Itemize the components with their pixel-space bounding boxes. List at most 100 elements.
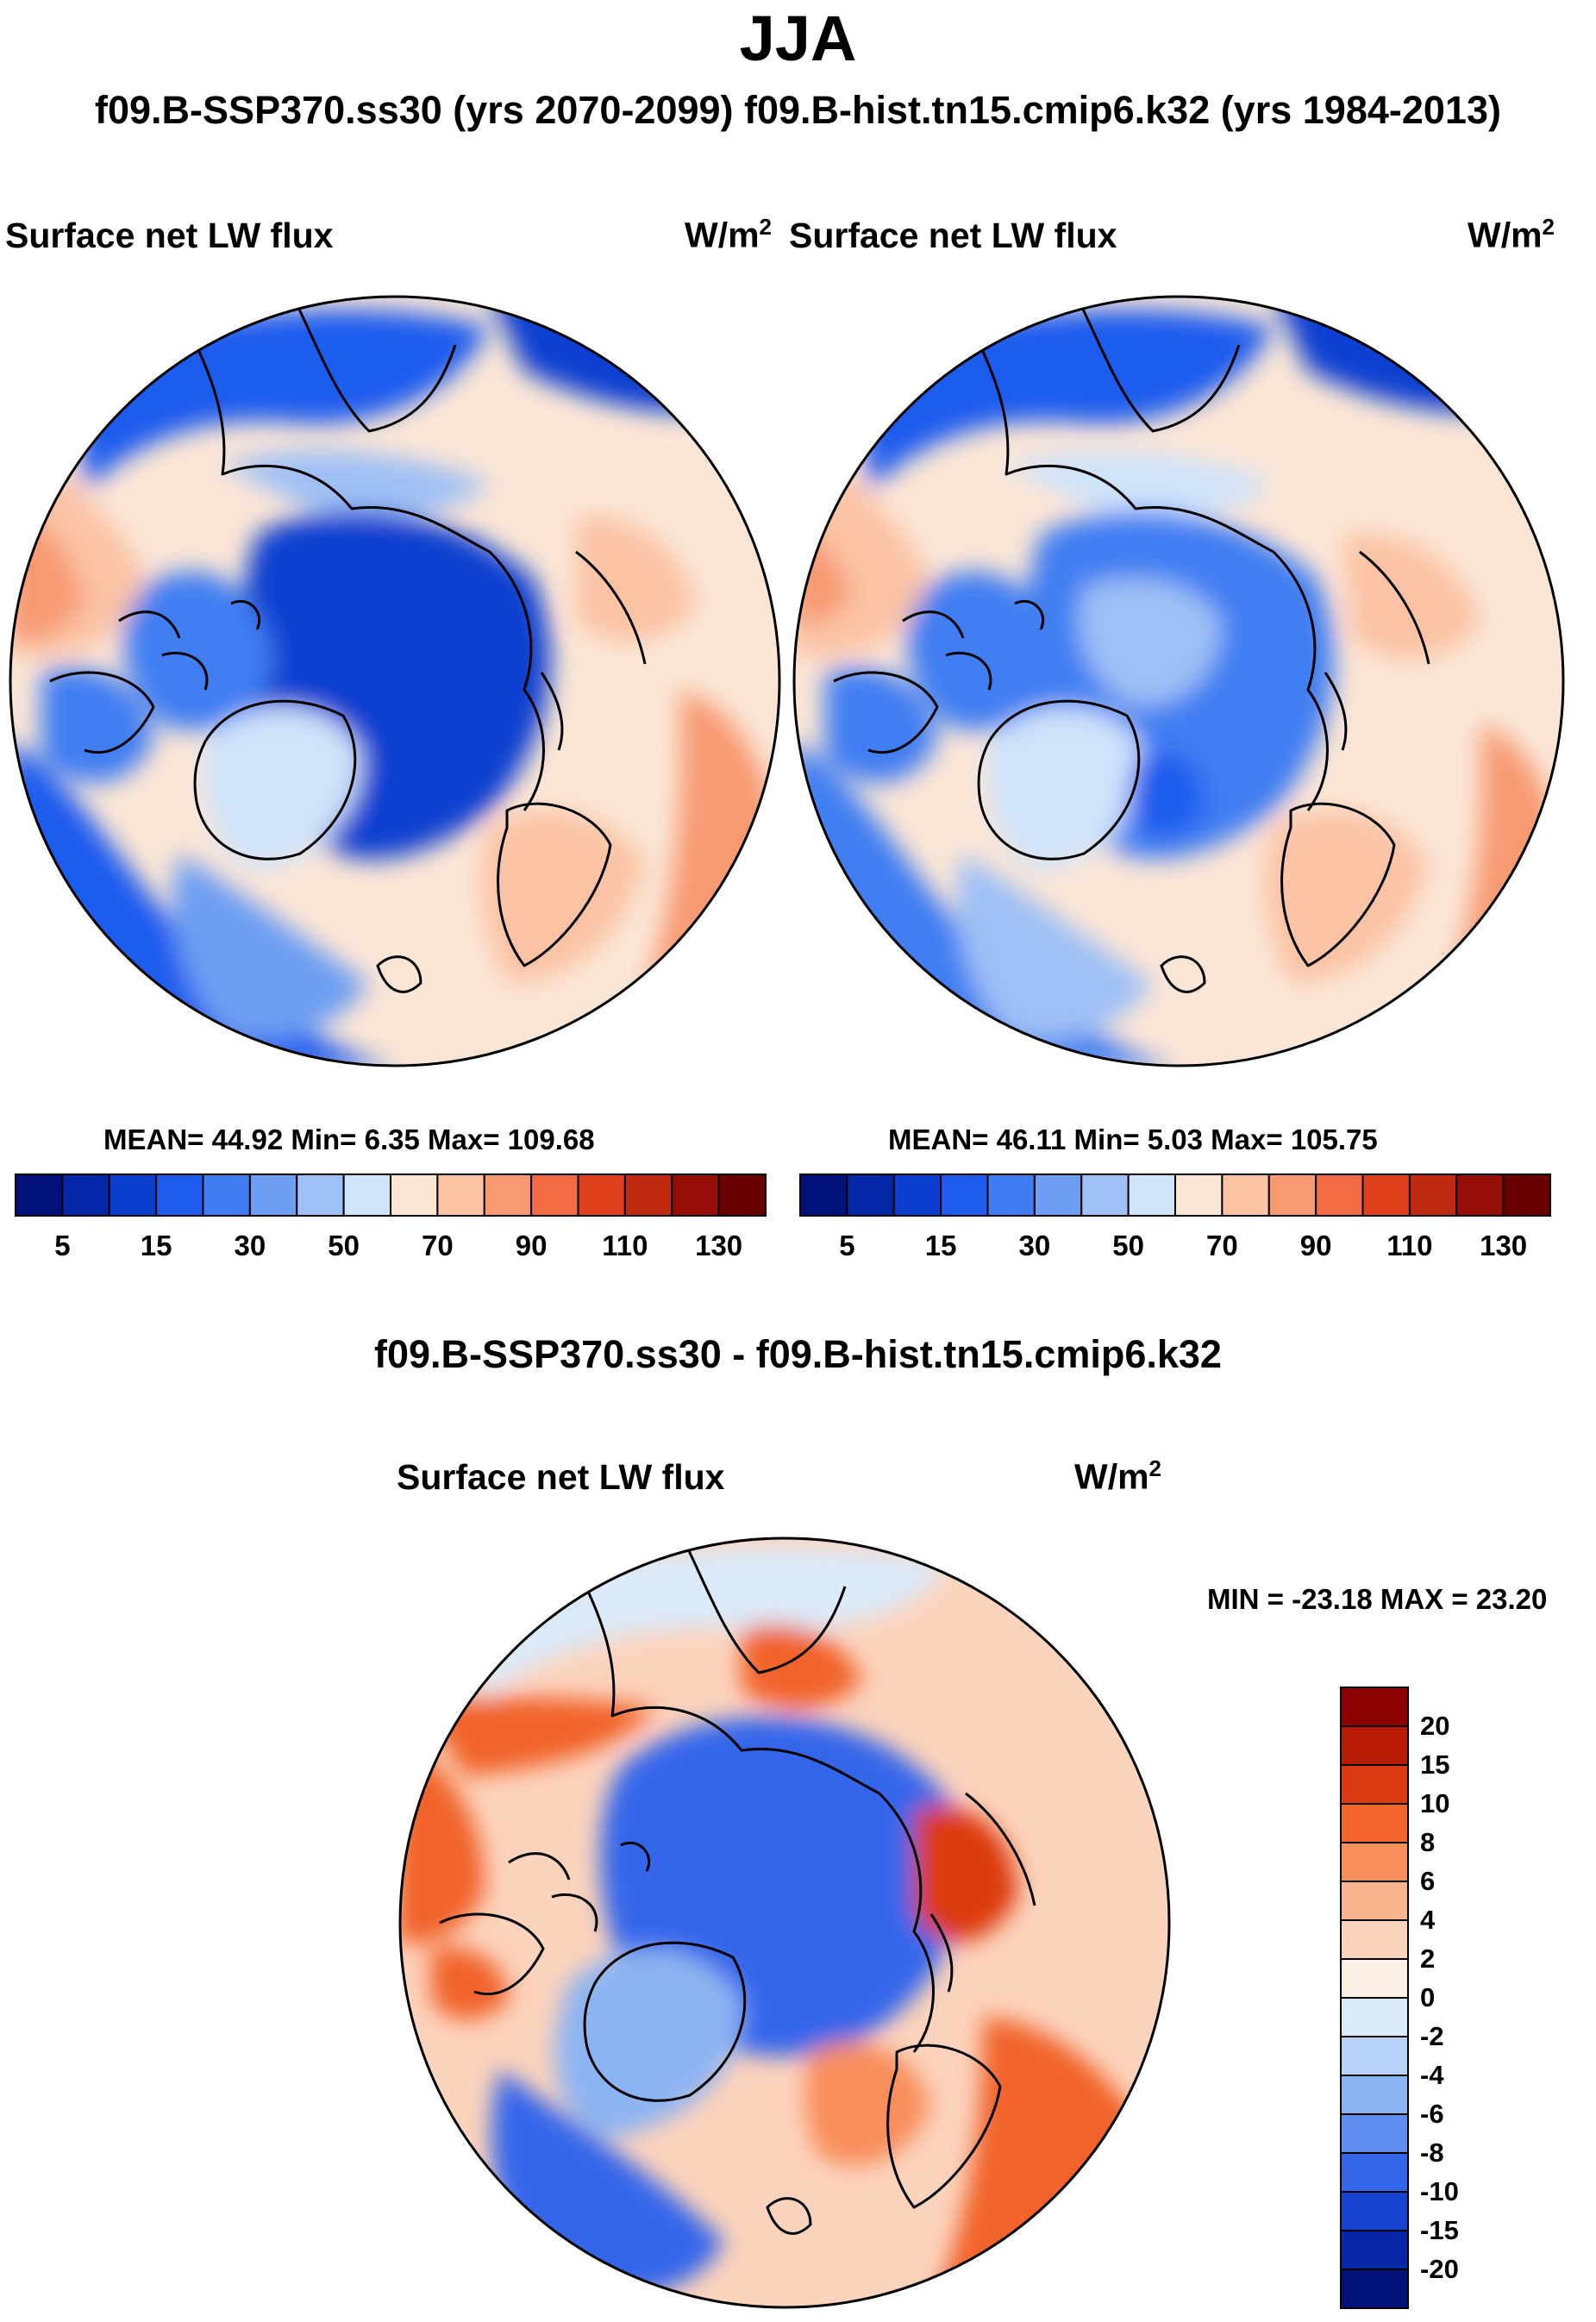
colorbar-difference [1340,1687,1409,2309]
colorbar-tick-label: 30 [1018,1230,1051,1261]
colorbar-tick-label: -15 [1420,2215,1459,2245]
colorbar-tick-label: 90 [515,1230,548,1261]
map2-border [792,295,1565,1067]
colorbar-swatch [846,1174,895,1217]
colorbar-tick-label: 50 [328,1230,360,1261]
colorbar-swatch [483,1174,533,1217]
colorbar-swatch [940,1174,989,1217]
colorbar-swatch [799,1174,848,1217]
colorbar-swatch [202,1174,251,1217]
colorbar-swatch [248,1174,298,1217]
map3-coastlines [439,1538,1036,2235]
colorbar-swatch [15,1174,64,1217]
panel1-title: Surface net LW flux [5,216,334,255]
colorbar-swatch [1340,2113,1409,2154]
colorbar-tick-label: 130 [1480,1230,1528,1261]
colorbar-swatch [108,1174,158,1217]
colorbar-tick-label: 110 [602,1230,648,1261]
map2-field-barents [1127,752,1205,836]
map3-field-scandinavia [804,2042,931,2166]
map-difference [398,1537,1171,2309]
map2-field-siberia-warm [1343,533,1480,660]
figure-subtitle: f09.B-SSP370.ss30 (yrs 2070-2099) f09.B-… [95,88,1501,132]
colorbar-tick-label: 30 [234,1230,266,1261]
colorbar-tick-label: 4 [1420,1905,1436,1935]
colorbar-tick-label: 6 [1420,1866,1436,1896]
colorbar-tick-label: 15 [140,1230,172,1261]
map3-field-north-america-warm [431,1947,509,2020]
colorbar-tick-label: -6 [1420,2099,1444,2129]
map2-field-canada-archipelago [907,571,1058,731]
colorbar-swatch [1127,1174,1176,1217]
panel2-stats: MEAN= 46.11 Min= 5.03 Max= 105.75 [888,1123,1378,1155]
map1-border [9,295,781,1067]
colorbar-swatch [1340,1958,1409,1999]
colorbar-tick-label: 5 [54,1230,71,1261]
panel1-units: W/m2 [685,214,773,255]
colorbar-tick-label: 70 [1206,1230,1238,1261]
map-ssp370 [9,295,781,1067]
map2-field-greenland [986,706,1146,871]
colorbar-swatch [1340,2152,1409,2193]
colorbar-swatch [390,1174,439,1217]
colorbar-swatch [577,1174,626,1217]
colorbar-swatch [1340,1803,1409,1843]
colorbar-tick-label: 110 [1386,1230,1433,1261]
panel1-stats: MEAN= 44.92 Min= 6.35 Max= 109.68 [103,1123,595,1155]
map2-field-hudson-bay [825,667,937,783]
colorbar-tick-label: 15 [1420,1749,1450,1780]
colorbar-swatch [296,1174,345,1217]
colorbar-swatch [1267,1174,1317,1217]
colorbar-tick-label: 50 [1112,1230,1144,1261]
colorbar-swatch [1340,1687,1409,1727]
map3-field-pacific-warm [422,1697,655,1776]
colorbar-swatch [1315,1174,1364,1217]
map1-field-canada-archipelago [123,571,274,731]
colorbar-swatch [342,1174,391,1217]
figure-title: JJA [739,3,857,74]
colorbar-swatch [530,1174,579,1217]
colorbar-swatch [1340,1919,1409,1960]
map2-field-scandinavia-warm [1264,810,1429,983]
colorbar-swatch [1340,2230,1409,2270]
colorbar-tick-label: 90 [1299,1230,1332,1261]
colorbar-swatch [155,1174,204,1217]
colorbar-swatch [1340,2191,1409,2231]
colorbar-swatch [436,1174,485,1217]
colorbar-swatch [1502,1174,1551,1217]
colorbar-swatch [1080,1174,1130,1217]
colorbar-tick-label: 20 [1420,1711,1450,1741]
colorbar-tick-label: 2 [1420,1943,1436,1974]
colorbar-swatch [1340,2075,1409,2115]
colorbar-tick-label: 70 [422,1230,454,1261]
colorbar-historical [799,1174,1551,1217]
colorbar-swatch [892,1174,942,1217]
colorbar-swatch [986,1174,1036,1217]
colorbar-tick-label: -20 [1420,2254,1459,2284]
map1-field-scandinavia-warm [480,810,645,983]
colorbar-tick-label: -2 [1420,2021,1444,2051]
map1-coastlines [49,297,647,993]
colorbar-swatch [1340,2269,1409,2309]
map2-coastlines [833,297,1430,993]
map-historical [792,295,1565,1067]
map1-field-greenland [203,706,362,871]
colorbar-swatch [1221,1174,1270,1217]
colorbar-tick-label: -8 [1420,2137,1444,2168]
colorbar-swatch [623,1174,673,1217]
colorbar-tick-label: -4 [1420,2060,1444,2090]
colorbar-swatch [717,1174,767,1217]
panel2-title: Surface net LW flux [789,216,1117,255]
colorbar-tick-label: 0 [1420,1982,1436,2012]
colorbar-swatch [1408,1174,1458,1217]
colorbar-tick-label: 8 [1420,1827,1436,1857]
panel3-units: W/m2 [1074,1455,1162,1497]
colorbar-tick-label: 10 [1420,1788,1450,1818]
colorbar-swatch [1455,1174,1505,1217]
panel3-stats: MIN = -23.18 MAX = 23.20 [1207,1583,1548,1615]
colorbar-swatch [1361,1174,1411,1217]
colorbar-ssp370 [15,1174,767,1217]
colorbar-swatch [1340,1725,1409,1766]
colorbar-tick-label: 5 [839,1230,855,1261]
colorbar-tick-label: 15 [924,1230,957,1261]
